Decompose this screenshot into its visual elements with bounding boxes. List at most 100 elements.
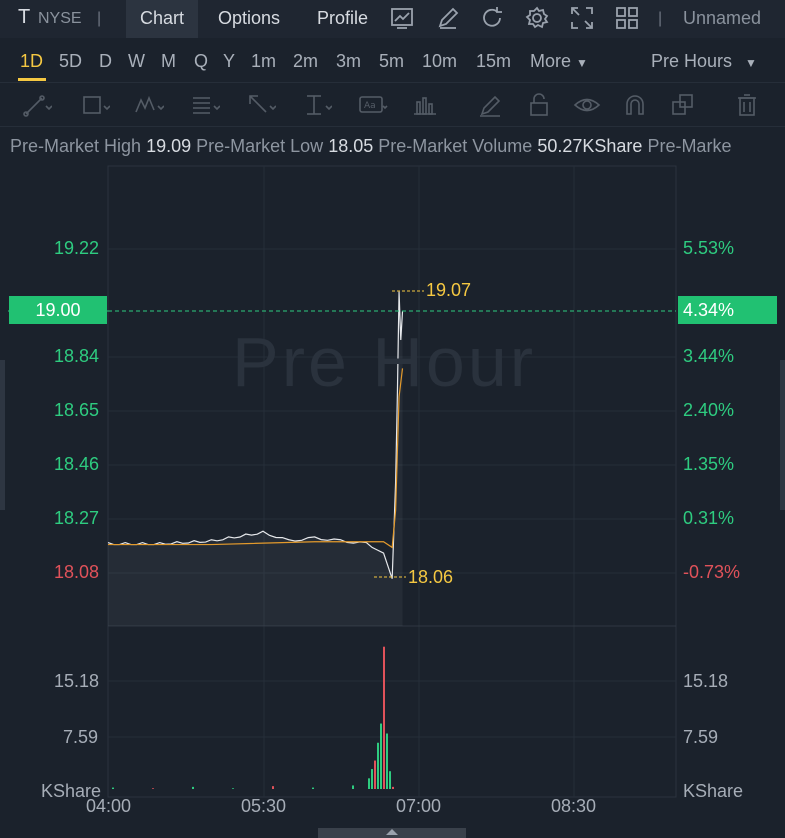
price-tick: 18.65 bbox=[54, 400, 100, 420]
right-panel-handle[interactable] bbox=[780, 360, 785, 510]
symbol-ticker[interactable]: T bbox=[18, 6, 31, 28]
tab-options[interactable]: Options bbox=[218, 8, 281, 28]
period-5D[interactable]: 5D bbox=[59, 51, 83, 71]
session-label: Pre Hours bbox=[651, 51, 733, 71]
arrow-icon[interactable] bbox=[246, 92, 277, 118]
drawing-toolbar bbox=[0, 84, 785, 127]
rectangle-icon[interactable] bbox=[80, 92, 111, 118]
high-marker-label: 19.07 bbox=[426, 280, 472, 300]
lock-icon[interactable] bbox=[524, 92, 554, 118]
low-value: 18.05 bbox=[328, 136, 374, 156]
volume-tick: 7.59 bbox=[683, 727, 719, 747]
refresh-icon[interactable] bbox=[478, 4, 506, 32]
high-value: 19.09 bbox=[146, 136, 192, 156]
average-line bbox=[108, 368, 404, 549]
price-tick: 18.46 bbox=[54, 454, 100, 474]
settings-icon[interactable] bbox=[523, 4, 551, 32]
volume-bar bbox=[377, 742, 379, 789]
volume-unit-right: KShare bbox=[683, 781, 744, 801]
volume-bar bbox=[152, 788, 154, 789]
volume-bar bbox=[371, 769, 373, 789]
volume-bar bbox=[383, 646, 385, 789]
period-Y[interactable]: Y bbox=[223, 51, 236, 71]
current-pct-badge: 4.34% bbox=[678, 296, 777, 324]
period-M[interactable]: M bbox=[161, 51, 176, 71]
draw-icon[interactable] bbox=[434, 4, 462, 32]
tab-profile[interactable]: Profile bbox=[317, 8, 369, 28]
price-tick: 19.22 bbox=[54, 238, 100, 258]
text-icon[interactable]: Aa bbox=[358, 92, 388, 118]
magnet-icon[interactable] bbox=[620, 92, 650, 118]
fib-icon[interactable] bbox=[190, 92, 221, 118]
pattern-icon[interactable] bbox=[134, 92, 165, 118]
pct-tick: 3.44% bbox=[683, 346, 735, 366]
period-5m[interactable]: 5m bbox=[379, 51, 405, 71]
chart-frame bbox=[107, 165, 677, 798]
period-W[interactable]: W bbox=[128, 51, 145, 71]
brush-icon[interactable] bbox=[476, 92, 506, 118]
tab-chart[interactable]: Chart bbox=[126, 0, 199, 38]
volume-bars bbox=[112, 646, 394, 789]
price-line bbox=[107, 291, 404, 579]
chart-grid bbox=[107, 165, 677, 798]
volume-bar bbox=[112, 787, 114, 789]
trash-icon[interactable] bbox=[732, 92, 762, 118]
time-tick: 04:00 bbox=[86, 796, 132, 816]
indicators-icon[interactable] bbox=[388, 4, 416, 32]
period-3m[interactable]: 3m bbox=[336, 51, 362, 71]
price-area bbox=[108, 291, 403, 626]
period-15m[interactable]: 15m bbox=[476, 51, 512, 71]
volume-bar bbox=[368, 778, 370, 789]
volume-bar bbox=[374, 760, 376, 789]
volume-tick: 15.18 bbox=[683, 671, 729, 691]
period-10m[interactable]: 10m bbox=[422, 51, 458, 71]
eye-icon[interactable] bbox=[572, 92, 602, 118]
layout-grid-icon[interactable] bbox=[613, 4, 641, 32]
svg-text:Aa: Aa bbox=[364, 101, 376, 111]
period-Q[interactable]: Q bbox=[194, 51, 209, 71]
low-marker-label: 18.06 bbox=[408, 567, 454, 587]
clone-icon[interactable] bbox=[668, 92, 698, 118]
time-tick: 07:00 bbox=[396, 796, 442, 816]
period-1m[interactable]: 1m bbox=[251, 51, 277, 71]
high-label: Pre-Market High bbox=[10, 136, 142, 156]
fullscreen-icon[interactable] bbox=[568, 4, 596, 32]
price-tick: 18.84 bbox=[54, 346, 100, 366]
volume-tick: 7.59 bbox=[63, 727, 99, 747]
pct-tick: 0.31% bbox=[683, 508, 735, 528]
time-tick: 08:30 bbox=[551, 796, 597, 816]
position-icon[interactable] bbox=[410, 92, 440, 118]
exchange-label: NYSE bbox=[38, 10, 82, 27]
volume-bar bbox=[312, 787, 314, 789]
more-periods-button[interactable]: More ▼ bbox=[530, 51, 588, 72]
separator: | bbox=[97, 10, 102, 27]
time-tick: 05:30 bbox=[241, 796, 287, 816]
price-tick: 18.27 bbox=[54, 508, 100, 528]
chart-watermark: Pre Hour bbox=[232, 323, 537, 401]
price-tick: 18.08 bbox=[54, 562, 100, 582]
volume-bar bbox=[389, 771, 391, 789]
pct-tick: 1.35% bbox=[683, 454, 735, 474]
scroll-up-icon[interactable] bbox=[386, 829, 398, 835]
trendline-icon[interactable] bbox=[22, 92, 53, 118]
measure-icon[interactable] bbox=[302, 92, 333, 118]
low-label: Pre-Market Low bbox=[196, 136, 324, 156]
period-2m[interactable]: 2m bbox=[293, 51, 319, 71]
volume-bar bbox=[192, 786, 194, 789]
volume-tick: 15.18 bbox=[54, 671, 100, 691]
current-price-badge: 19.00 bbox=[9, 296, 107, 324]
period-D[interactable]: D bbox=[99, 51, 112, 71]
active-period-indicator bbox=[18, 78, 46, 81]
period-1D[interactable]: 1D bbox=[20, 51, 44, 71]
left-panel-handle[interactable] bbox=[0, 360, 5, 510]
session-select[interactable]: Pre Hours ▼ bbox=[651, 51, 757, 72]
extra-label: Pre-Marke bbox=[647, 136, 732, 156]
volume-bar bbox=[380, 723, 382, 789]
volume-bar bbox=[392, 786, 394, 789]
pct-tick: -0.73% bbox=[683, 562, 741, 582]
layout-name[interactable]: Unnamed bbox=[683, 8, 762, 28]
pct-tick: 2.40% bbox=[683, 400, 735, 420]
caret-down-icon: ▼ bbox=[576, 56, 588, 70]
volume-bar bbox=[352, 785, 354, 789]
